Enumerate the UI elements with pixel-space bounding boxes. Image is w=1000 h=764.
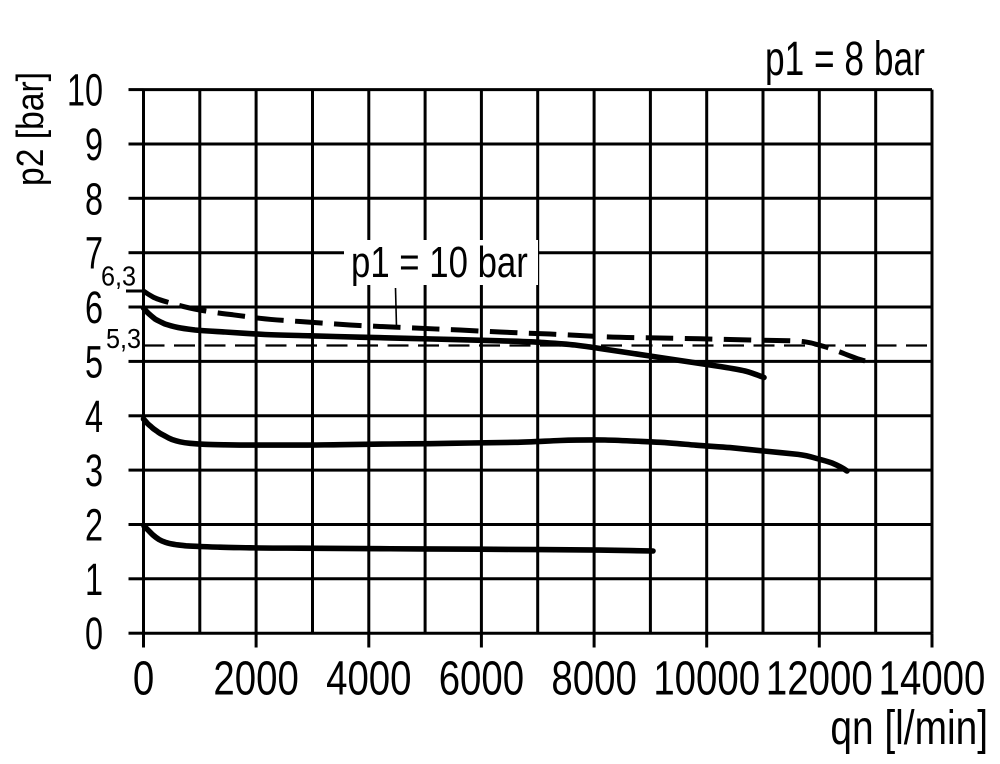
- svg-text:qn [l/min]: qn [l/min]: [830, 701, 988, 755]
- svg-text:6,3: 6,3: [101, 260, 136, 292]
- svg-text:p1 = 10 bar: p1 = 10 bar: [351, 238, 528, 287]
- svg-text:7: 7: [85, 230, 103, 279]
- svg-text:6000: 6000: [439, 653, 524, 706]
- svg-text:5: 5: [85, 338, 103, 387]
- svg-text:14000: 14000: [879, 653, 986, 706]
- svg-text:5,3: 5,3: [106, 323, 141, 355]
- svg-text:9: 9: [85, 121, 103, 170]
- svg-text:8: 8: [85, 175, 103, 224]
- svg-text:2000: 2000: [213, 653, 298, 706]
- svg-text:2: 2: [85, 501, 103, 550]
- svg-text:1: 1: [85, 556, 103, 605]
- svg-text:4: 4: [85, 393, 103, 442]
- svg-text:8000: 8000: [551, 653, 636, 706]
- svg-text:10000: 10000: [653, 653, 760, 706]
- svg-text:10: 10: [67, 67, 103, 116]
- svg-text:12000: 12000: [766, 653, 873, 706]
- svg-text:3: 3: [85, 447, 103, 496]
- svg-text:p1 = 8 bar: p1 = 8 bar: [765, 32, 925, 86]
- svg-text:0: 0: [133, 653, 154, 706]
- svg-text:6: 6: [85, 284, 103, 333]
- svg-text:4000: 4000: [326, 653, 411, 706]
- svg-text:0: 0: [85, 610, 103, 659]
- svg-text:p2 [bar]: p2 [bar]: [9, 72, 51, 186]
